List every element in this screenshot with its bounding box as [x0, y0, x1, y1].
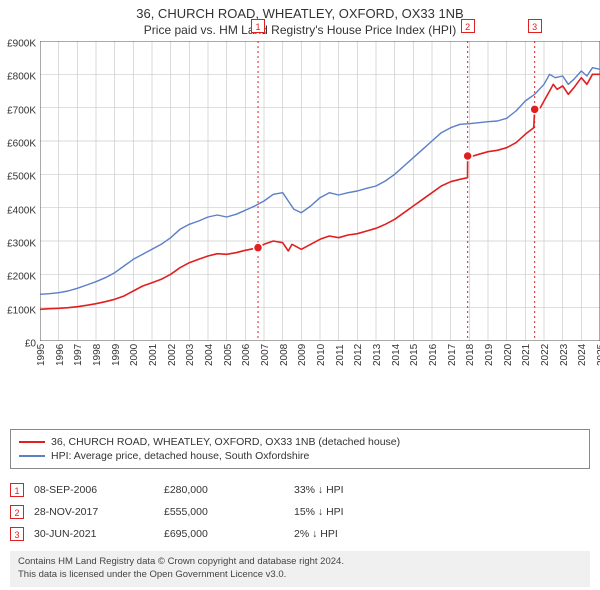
sales-badge: 3 — [10, 527, 24, 541]
y-tick-label: £400K — [7, 205, 36, 216]
sales-badge: 2 — [10, 505, 24, 519]
x-tick-label: 2003 — [185, 344, 196, 366]
sales-table: 1 08-SEP-2006 £280,000 33% ↓ HPI 2 28-NOV-201… — [10, 479, 590, 545]
sales-badge: 1 — [10, 483, 24, 497]
sales-diff: 2% ↓ HPI — [294, 528, 590, 540]
sales-row: 3 30-JUN-2021 £695,000 2% ↓ HPI — [10, 523, 590, 545]
y-tick-label: £800K — [7, 72, 36, 83]
y-tick-label: £700K — [7, 105, 36, 116]
sales-date: 30-JUN-2021 — [34, 528, 154, 540]
x-tick-label: 2015 — [409, 344, 420, 366]
sales-price: £695,000 — [164, 528, 284, 540]
y-tick-label: £900K — [7, 39, 36, 50]
footer-line-1: Contains HM Land Registry data © Crown c… — [18, 556, 582, 569]
footer-attribution: Contains HM Land Registry data © Crown c… — [10, 551, 590, 587]
x-axis-labels: 1995199619971998199920002001200220032004… — [40, 346, 600, 396]
y-tick-label: £0 — [25, 339, 36, 350]
sales-date: 08-SEP-2006 — [34, 484, 154, 496]
sales-price: £280,000 — [164, 484, 284, 496]
x-tick-label: 2000 — [129, 344, 140, 366]
y-tick-label: £300K — [7, 239, 36, 250]
x-tick-label: 2011 — [335, 344, 346, 366]
legend-row: HPI: Average price, detached house, Sout… — [19, 449, 581, 463]
chart-area: 123 — [40, 41, 600, 371]
sale-marker-badge: 2 — [461, 19, 475, 33]
sale-marker-badge: 3 — [528, 19, 542, 33]
sales-diff: 33% ↓ HPI — [294, 484, 590, 496]
x-tick-label: 2018 — [465, 344, 476, 366]
y-tick-label: £100K — [7, 305, 36, 316]
sales-diff: 15% ↓ HPI — [294, 506, 590, 518]
x-tick-label: 2007 — [260, 344, 271, 366]
x-tick-label: 1995 — [36, 344, 47, 366]
sales-price: £555,000 — [164, 506, 284, 518]
sale-marker-badge: 1 — [251, 19, 265, 33]
x-tick-label: 2022 — [540, 344, 551, 366]
x-tick-label: 2005 — [223, 344, 234, 366]
y-tick-label: £600K — [7, 139, 36, 150]
x-tick-label: 2012 — [353, 344, 364, 366]
legend-swatch — [19, 455, 45, 457]
x-tick-label: 1997 — [73, 344, 84, 366]
sales-date: 28-NOV-2017 — [34, 506, 154, 518]
x-tick-label: 2006 — [241, 344, 252, 366]
x-tick-label: 1996 — [55, 344, 66, 366]
y-tick-label: £500K — [7, 172, 36, 183]
x-tick-label: 2020 — [503, 344, 514, 366]
x-tick-label: 2001 — [148, 344, 159, 366]
x-tick-label: 1998 — [92, 344, 103, 366]
x-tick-label: 2019 — [484, 344, 495, 366]
sales-row: 2 28-NOV-2017 £555,000 15% ↓ HPI — [10, 501, 590, 523]
footer-line-2: This data is licensed under the Open Gov… — [18, 569, 582, 582]
x-tick-label: 2008 — [279, 344, 290, 366]
y-axis-labels: £0£100K£200K£300K£400K£500K£600K£700K£80… — [0, 44, 38, 344]
x-tick-label: 2009 — [297, 344, 308, 366]
x-tick-label: 2013 — [372, 344, 383, 366]
x-tick-label: 2025 — [596, 344, 600, 366]
sales-row: 1 08-SEP-2006 £280,000 33% ↓ HPI — [10, 479, 590, 501]
x-tick-label: 2024 — [577, 344, 588, 366]
x-tick-label: 2017 — [447, 344, 458, 366]
x-tick-label: 2004 — [204, 344, 215, 366]
x-tick-label: 2016 — [428, 344, 439, 366]
x-tick-label: 2023 — [559, 344, 570, 366]
x-tick-label: 1999 — [111, 344, 122, 366]
legend-swatch — [19, 441, 45, 443]
legend-label: HPI: Average price, detached house, Sout… — [51, 450, 309, 462]
x-tick-label: 2002 — [167, 344, 178, 366]
chart-svg — [40, 41, 600, 341]
legend: 36, CHURCH ROAD, WHEATLEY, OXFORD, OX33 … — [10, 429, 590, 469]
page-title: 36, CHURCH ROAD, WHEATLEY, OXFORD, OX33 … — [0, 0, 600, 21]
x-tick-label: 2014 — [391, 344, 402, 366]
x-tick-label: 2021 — [521, 344, 532, 366]
x-tick-label: 2010 — [316, 344, 327, 366]
legend-label: 36, CHURCH ROAD, WHEATLEY, OXFORD, OX33 … — [51, 436, 400, 448]
page-subtitle: Price paid vs. HM Land Registry's House … — [0, 21, 600, 41]
legend-row: 36, CHURCH ROAD, WHEATLEY, OXFORD, OX33 … — [19, 435, 581, 449]
y-tick-label: £200K — [7, 272, 36, 283]
